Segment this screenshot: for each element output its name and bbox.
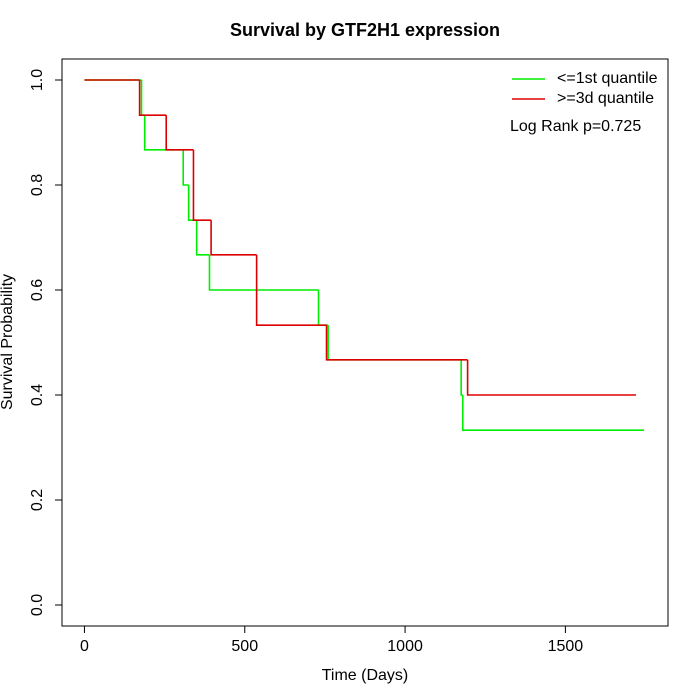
survival-step — [192, 149, 212, 221]
x-tick-label: 500 — [231, 638, 258, 655]
survival-step — [208, 254, 319, 291]
y-tick-label: 1.0 — [29, 69, 46, 91]
x-tick-label: 1500 — [548, 638, 584, 655]
x-tick-label: 0 — [80, 638, 89, 655]
x-tick-label: 1000 — [387, 638, 423, 655]
y-tick-label: 0.6 — [29, 279, 46, 301]
x-axis-label: Time (Days) — [322, 667, 409, 684]
y-tick-label: 0.0 — [29, 594, 46, 616]
survival-step — [187, 185, 197, 221]
survival-step — [255, 254, 327, 326]
survival-step — [138, 80, 167, 116]
legend-label: >=3d quantile — [557, 90, 654, 107]
legend-label: <=1st quantile — [557, 70, 658, 87]
survival-step — [195, 220, 210, 256]
survival-step — [143, 115, 184, 151]
y-tick-label: 0.4 — [29, 384, 46, 406]
y-tick-label: 0.8 — [29, 174, 46, 196]
survival-step — [466, 359, 636, 396]
survival-step — [165, 115, 194, 151]
survival-step — [210, 220, 257, 256]
survival-step — [140, 80, 145, 116]
survival-step — [182, 149, 189, 186]
y-tick-label: 0.2 — [29, 489, 46, 511]
survival-step — [325, 325, 468, 361]
survival-step — [317, 290, 329, 326]
survival-step — [327, 325, 462, 361]
y-axis-label: Survival Probability — [0, 274, 16, 410]
chart-title: Survival by GTF2H1 expression — [230, 20, 500, 40]
plot-frame — [61, 58, 669, 627]
survival-step — [461, 395, 644, 431]
survival-step — [460, 359, 463, 396]
annotation: Log Rank p=0.725 — [510, 118, 641, 135]
